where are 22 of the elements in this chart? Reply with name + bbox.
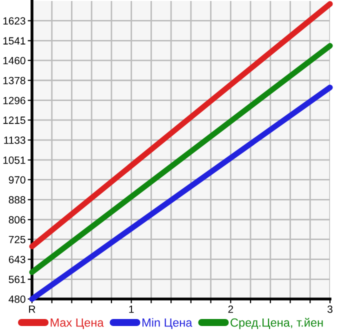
legend-label: Сред.Цена, т.йен [230,318,323,330]
y-tick-label: 970 [8,176,26,184]
legend-label: Max Цена [50,318,104,329]
y-tick-label: 1215 [3,116,26,124]
y-tick-label: 1460 [3,56,26,64]
y-tick-label: 480 [8,296,26,303]
y-tick-label: 806 [8,216,26,224]
x-tick-label: R [29,306,36,313]
y-tick-label: 1623 [3,17,26,25]
x-tick-label: 2 [228,306,234,313]
x-tick-label: 1 [129,306,134,313]
y-tick-label: 1051 [3,156,26,164]
y-tick-label: 561 [8,276,26,284]
y-tick-label: 643 [8,256,26,264]
y-tick-label: 888 [8,196,26,204]
legend-label: Min Цена [142,318,192,329]
y-tick-label: 1378 [3,76,26,84]
x-tick-label: 3 [328,306,332,313]
y-tick-label: 1296 [3,96,26,104]
y-tick-label: 1541 [3,37,26,45]
y-tick-label: 725 [8,236,26,244]
y-tick-label: 1133 [4,136,26,144]
